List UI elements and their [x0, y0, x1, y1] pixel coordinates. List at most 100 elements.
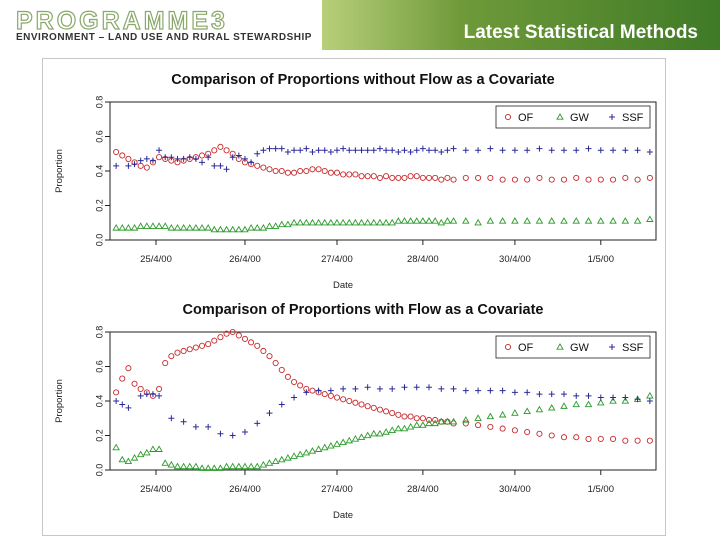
- data-point-of: [272, 360, 279, 367]
- data-point-gw: [597, 398, 605, 406]
- legend-marker-of: [504, 343, 512, 351]
- data-point-of: [370, 173, 377, 180]
- data-point-ssf: [426, 384, 433, 391]
- data-point-ssf: [192, 155, 199, 162]
- data-point-ssf: [284, 149, 291, 156]
- data-point-gw: [400, 424, 409, 432]
- data-point-of: [389, 410, 396, 417]
- data-point-ssf: [315, 387, 322, 394]
- data-point-of: [395, 411, 402, 418]
- data-point-of: [198, 152, 206, 159]
- y-axis-label: Proportion: [54, 149, 65, 193]
- x-tick-label: 30/4/00: [499, 484, 531, 495]
- data-point-ssf: [143, 391, 150, 398]
- data-point-of: [524, 428, 531, 436]
- data-point-of: [137, 385, 144, 392]
- data-point-gw: [192, 224, 200, 231]
- data-point-ssf: [340, 385, 347, 392]
- data-point-gw: [406, 217, 415, 224]
- data-point-gw: [161, 459, 169, 466]
- data-point-ssf: [511, 147, 518, 154]
- data-point-ssf: [487, 387, 494, 394]
- x-tick-label: 27/4/00: [321, 254, 353, 265]
- data-point-of: [248, 339, 255, 346]
- data-point-of: [438, 176, 445, 183]
- data-point-gw: [112, 224, 120, 231]
- data-point-of: [634, 437, 641, 444]
- data-point-of: [352, 171, 359, 178]
- x-tick-label: 26/4/00: [229, 484, 261, 495]
- data-point-of: [573, 174, 580, 181]
- data-point-gw: [216, 464, 225, 471]
- data-point-ssf: [180, 418, 187, 425]
- data-point-of: [333, 169, 341, 176]
- x-tick-label: 27/4/00: [321, 484, 353, 495]
- data-point-of: [419, 174, 426, 181]
- data-point-ssf: [475, 147, 482, 154]
- data-point-gw: [376, 429, 384, 437]
- data-point-ssf: [254, 150, 261, 157]
- data-point-gw: [443, 217, 452, 224]
- data-point-of: [125, 155, 132, 162]
- data-point-ssf: [199, 159, 206, 166]
- data-point-gw: [149, 222, 157, 229]
- data-point-of: [573, 434, 580, 441]
- data-point-of: [278, 366, 285, 373]
- data-point-gw: [486, 217, 495, 224]
- data-point-gw: [382, 428, 390, 435]
- data-point-of: [432, 174, 439, 181]
- data-point-gw: [523, 407, 531, 415]
- data-point-of: [548, 176, 555, 183]
- data-point-of: [162, 360, 169, 367]
- data-point-ssf: [524, 389, 531, 396]
- data-point-gw: [412, 217, 421, 224]
- data-point-of: [143, 164, 150, 171]
- data-point-of: [487, 423, 494, 430]
- data-point-gw: [345, 218, 354, 226]
- legend-box: [495, 105, 651, 129]
- data-point-of: [548, 432, 555, 439]
- data-point-of: [560, 176, 568, 183]
- data-point-gw: [161, 222, 169, 229]
- data-point-ssf: [536, 145, 543, 152]
- data-point-gw: [320, 443, 329, 451]
- data-point-ssf: [358, 147, 365, 154]
- data-point-gw: [308, 218, 317, 226]
- data-point-gw: [124, 224, 133, 231]
- data-point-gw: [210, 225, 219, 233]
- x-tick-label: 28/4/00: [407, 484, 439, 495]
- data-point-of: [223, 147, 230, 154]
- data-point-gw: [523, 217, 531, 224]
- data-point-ssf: [149, 157, 156, 164]
- data-point-of: [585, 176, 592, 183]
- data-point-gw: [296, 218, 304, 226]
- data-point-gw: [535, 217, 544, 224]
- data-point-ssf: [327, 149, 334, 156]
- data-point-ssf: [419, 145, 426, 152]
- data-point-gw: [425, 419, 433, 427]
- data-point-ssf: [211, 162, 218, 169]
- data-point-ssf: [389, 147, 396, 154]
- data-point-gw: [302, 218, 311, 226]
- data-point-ssf: [315, 147, 322, 154]
- data-point-of: [266, 353, 273, 360]
- y-tick-label: 0.4: [94, 395, 104, 408]
- data-point-of: [560, 434, 568, 441]
- data-point-gw: [136, 222, 145, 229]
- data-point-ssf: [475, 387, 482, 394]
- data-point-ssf: [622, 147, 629, 154]
- data-point-ssf: [407, 149, 414, 156]
- data-point-of: [413, 415, 420, 422]
- data-point-of: [217, 143, 224, 150]
- data-point-of: [198, 342, 206, 349]
- data-point-gw: [511, 409, 519, 416]
- data-point-ssf: [186, 154, 193, 161]
- data-point-ssf: [444, 147, 451, 154]
- data-point-gw: [419, 217, 427, 224]
- data-point-gw: [290, 218, 298, 226]
- data-point-gw: [412, 421, 421, 428]
- data-point-of: [241, 335, 249, 342]
- data-point-of: [327, 392, 334, 399]
- data-point-of: [370, 404, 377, 411]
- data-point-gw: [646, 215, 654, 222]
